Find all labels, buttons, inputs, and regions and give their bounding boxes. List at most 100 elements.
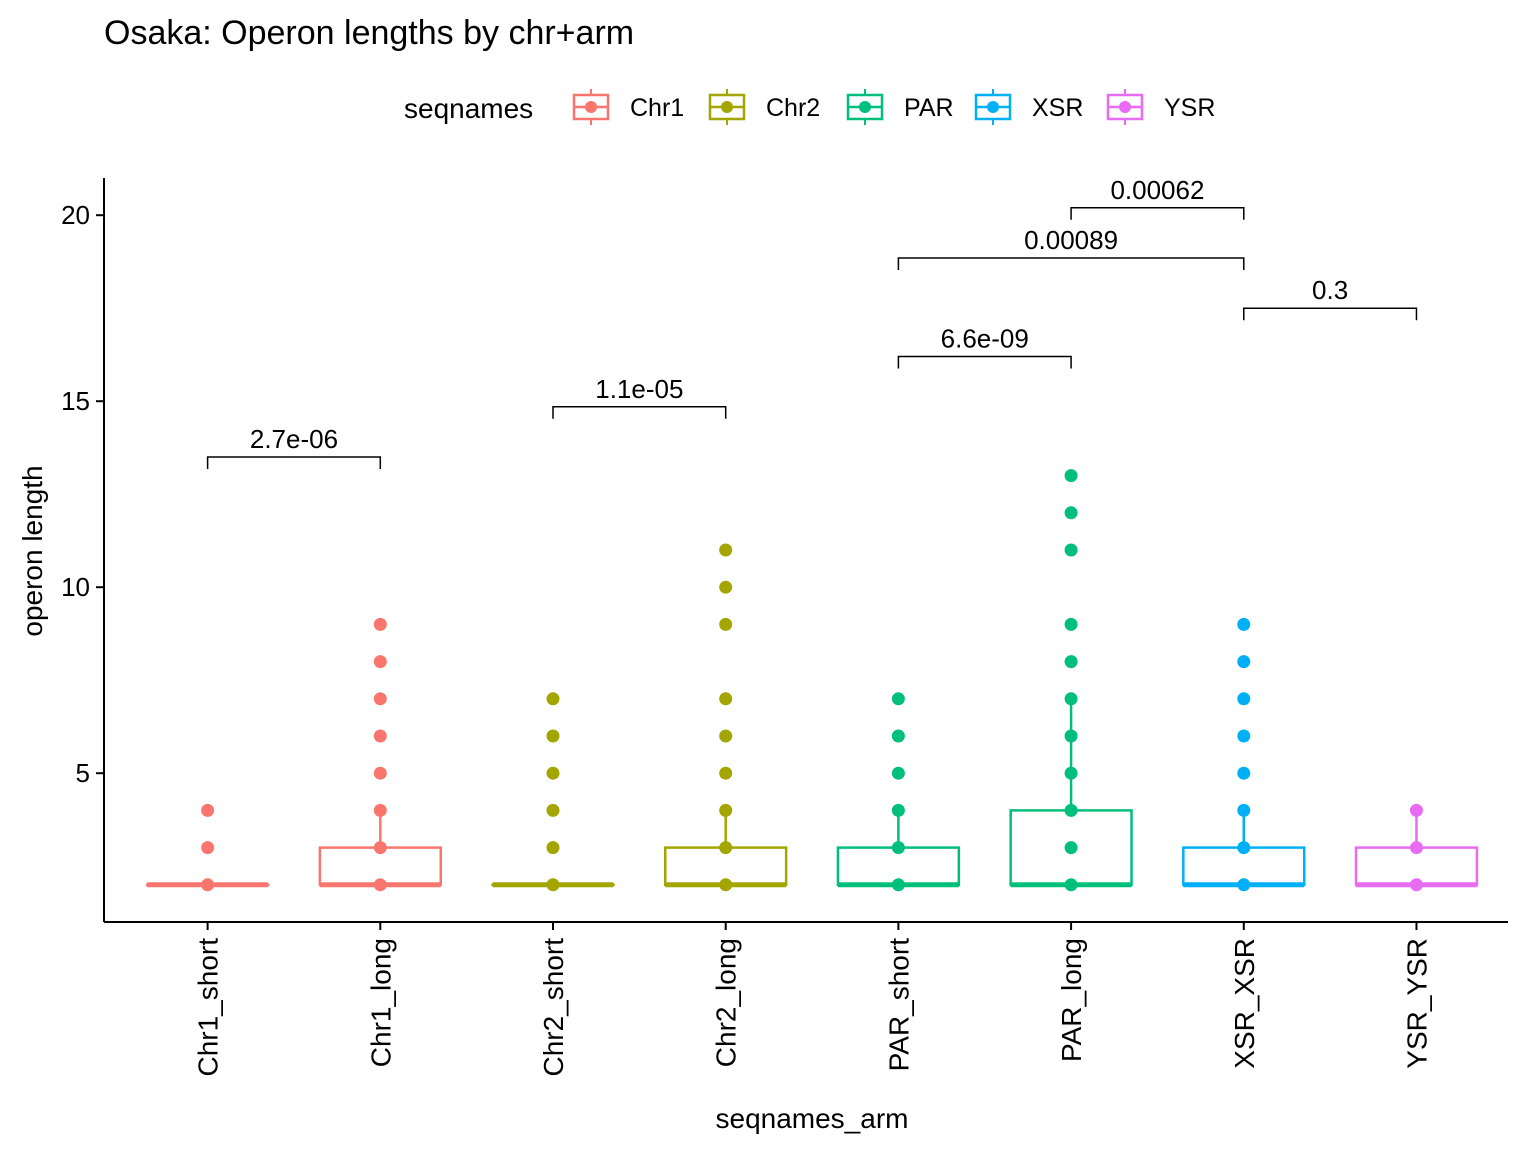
data-point	[1409, 803, 1423, 817]
legend-item-ysr: YSR	[1106, 89, 1215, 125]
data-point	[1237, 692, 1251, 706]
box-Chr1_long	[318, 617, 443, 892]
p-value-label: 6.6e-09	[941, 324, 1029, 354]
data-point	[1064, 841, 1078, 855]
data-point	[1409, 841, 1423, 855]
data-point	[373, 841, 387, 855]
y-tick-label: 15	[61, 386, 90, 416]
bracket-line	[897, 355, 1072, 369]
data-point	[1064, 506, 1078, 520]
legend-item-xsr: XSR	[974, 89, 1083, 125]
x-tick-label: PAR_short	[883, 938, 914, 1072]
x-tick-label: PAR_long	[1056, 938, 1087, 1062]
data-point	[891, 766, 905, 780]
legend-title: seqnames	[404, 93, 533, 124]
box-Chr2_long	[664, 543, 788, 892]
comparison-bracket: 0.00062	[1070, 175, 1245, 220]
y-axis-label: operon length	[17, 465, 48, 636]
legend: seqnames Chr1 Chr2 PAR XSR YSR	[404, 89, 1215, 125]
data-point	[1409, 878, 1423, 892]
data-point	[1237, 841, 1251, 855]
data-point	[373, 878, 387, 892]
data-point	[1064, 803, 1078, 817]
y-tick-label: 10	[61, 572, 90, 602]
data-point	[373, 655, 387, 669]
p-value-label: 0.3	[1312, 275, 1348, 305]
legend-key-point	[1119, 101, 1131, 113]
data-point	[373, 766, 387, 780]
p-value-label: 0.00062	[1110, 175, 1204, 205]
legend-item-chr2: Chr2	[708, 89, 820, 125]
data-point	[719, 692, 733, 706]
data-point	[373, 617, 387, 631]
data-point	[891, 692, 905, 706]
data-point	[719, 729, 733, 743]
bracket-line	[552, 406, 727, 419]
bracket-line	[897, 257, 1245, 270]
x-tick-label: YSR_YSR	[1401, 938, 1432, 1069]
data-point	[373, 729, 387, 743]
data-point	[1064, 617, 1078, 631]
data-point	[1064, 655, 1078, 669]
data-point	[1237, 729, 1251, 743]
box-XSR_XSR	[1182, 617, 1306, 892]
x-tick-label: Chr1_long	[365, 938, 396, 1067]
data-point	[891, 878, 905, 892]
data-point	[546, 878, 560, 892]
data-point	[719, 803, 733, 817]
data-point	[1064, 692, 1078, 706]
box-PAR_long	[1009, 469, 1133, 892]
data-point	[1064, 878, 1078, 892]
data-point	[719, 543, 733, 557]
x-tick-label: XSR_XSR	[1229, 938, 1260, 1069]
bracket-line	[1070, 207, 1245, 220]
data-point	[719, 580, 733, 594]
legend-label: XSR	[1032, 94, 1083, 122]
p-value-label: 2.7e-06	[250, 424, 338, 454]
data-point	[1237, 617, 1251, 631]
data-point	[719, 766, 733, 780]
x-tick-label: Chr2_short	[538, 938, 569, 1077]
data-point	[891, 729, 905, 743]
legend-item-chr1: Chr1	[572, 89, 684, 125]
x-tick-label: Chr2_long	[711, 938, 742, 1067]
bracket-line	[1243, 307, 1418, 321]
data-point	[1064, 543, 1078, 557]
data-point	[719, 617, 733, 631]
data-point	[546, 803, 560, 817]
comparison-bracket: 0.3	[1243, 275, 1418, 321]
data-point	[1064, 729, 1078, 743]
comparison-bracket: 1.1e-05	[552, 374, 727, 419]
box-Chr2_short	[491, 692, 615, 892]
y-tick-label: 20	[61, 200, 90, 230]
data-point	[1237, 803, 1251, 817]
legend-label: YSR	[1164, 94, 1215, 122]
data-point	[546, 729, 560, 743]
legend-key-point	[987, 101, 999, 113]
data-point	[719, 841, 733, 855]
data-point	[891, 803, 905, 817]
data-point	[1064, 469, 1078, 483]
data-point	[1237, 655, 1251, 669]
data-point	[546, 692, 560, 706]
data-point	[1064, 766, 1078, 780]
box-PAR_short	[836, 692, 961, 892]
comparison-bracket: 0.00089	[897, 225, 1245, 270]
box-Chr1_short	[145, 803, 270, 892]
legend-key-point	[859, 101, 871, 113]
comparison-bracket: 2.7e-06	[206, 424, 382, 469]
chart-title: Osaka: Operon lengths by chr+arm	[104, 14, 634, 52]
box-YSR_YSR	[1354, 803, 1479, 892]
data-point	[201, 803, 215, 817]
legend-key-point	[585, 101, 597, 113]
data-point	[719, 878, 733, 892]
data-point	[1237, 766, 1251, 780]
data-point	[201, 841, 215, 855]
data-point	[546, 841, 560, 855]
legend-item-par: PAR	[846, 89, 954, 125]
data-point	[1237, 878, 1251, 892]
data-point	[373, 692, 387, 706]
legend-key-point	[721, 101, 733, 113]
y-tick-label: 5	[76, 758, 90, 788]
